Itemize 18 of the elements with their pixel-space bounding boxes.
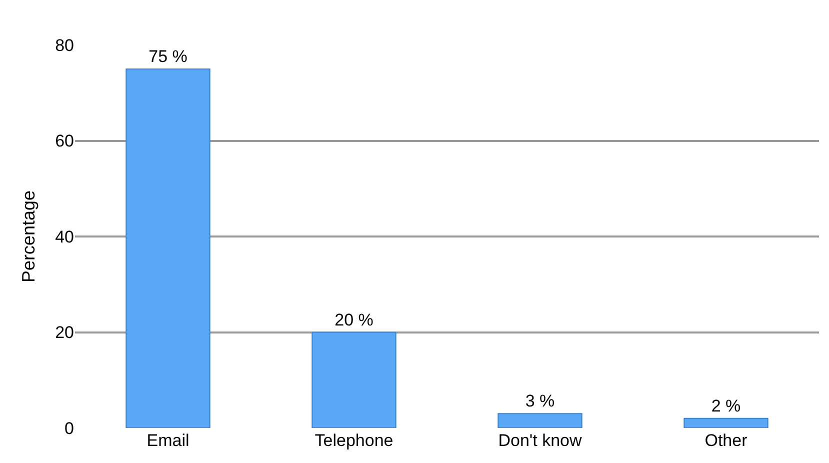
bar <box>684 418 768 428</box>
x-tick-label: Telephone <box>314 431 394 450</box>
bar <box>312 332 396 428</box>
data-label: 75 % <box>148 46 188 66</box>
y-tick-label: 80 <box>55 36 74 55</box>
y-tick-label: 20 <box>55 323 74 342</box>
x-tick-label: Don't know <box>498 431 582 450</box>
y-tick-label: 0 <box>64 418 74 438</box>
data-label: 20 % <box>334 310 374 330</box>
bar <box>126 68 210 428</box>
x-tick-label: Other <box>704 431 748 450</box>
x-tick-label: Email <box>146 431 190 450</box>
y-tick-label: 60 <box>55 132 74 151</box>
y-tick-label: 40 <box>55 227 74 246</box>
y-axis-title: Percentage <box>18 190 38 283</box>
bar <box>498 413 582 428</box>
data-label: 2 % <box>711 396 741 416</box>
data-label: 3 % <box>525 392 555 411</box>
